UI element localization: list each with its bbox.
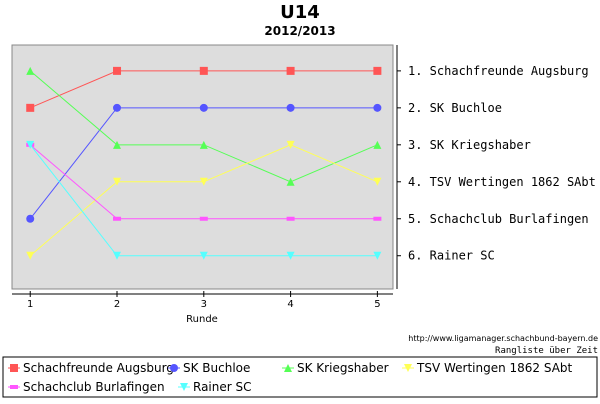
data-point — [26, 214, 35, 223]
x-tick-label: 1 — [27, 299, 33, 310]
rank-label: 4. TSV Wertingen 1862 SAbt — [408, 175, 596, 189]
chart-subtitle: 2012/2013 — [264, 24, 335, 38]
data-point — [286, 177, 295, 186]
data-point — [199, 103, 208, 112]
data-point — [199, 140, 208, 149]
data-point — [113, 177, 122, 186]
series-3 — [26, 140, 382, 260]
x-tick-label: 4 — [287, 299, 293, 310]
data-point — [373, 216, 382, 221]
data-point — [199, 66, 208, 75]
legend: Schachfreunde Augsburg SK Buchloe SK Krieg… — [8, 361, 573, 394]
legend-item-3: TSV Wertingen 1862 SAbt — [402, 361, 573, 375]
data-point — [113, 140, 122, 149]
rank-label: 1. Schachfreunde Augsburg — [408, 64, 589, 78]
footer-caption: Rangliste über Zeit — [495, 346, 598, 356]
data-point — [373, 251, 382, 260]
series-5 — [26, 140, 382, 260]
legend-marker — [10, 364, 18, 372]
legend-label: Schachfreunde Augsburg — [23, 361, 174, 375]
chart-title: U14 — [280, 2, 320, 23]
legend-marker — [180, 383, 188, 391]
legend-label: SK Kriegshaber — [297, 361, 389, 375]
legend-label: SK Buchloe — [183, 361, 250, 375]
legend-item-5: Rainer SC — [178, 380, 252, 394]
plot-area — [11, 44, 394, 290]
x-axis: 1 2 3 4 5 — [12, 291, 393, 310]
series-2 — [26, 66, 382, 186]
data-point — [373, 103, 382, 112]
data-point — [26, 140, 35, 149]
data-point — [373, 177, 382, 186]
x-tick-label: 3 — [201, 299, 207, 310]
data-point — [113, 216, 122, 221]
data-point — [26, 66, 35, 75]
legend-item-4: Schachclub Burlafingen — [8, 380, 165, 394]
legend-marker — [170, 364, 178, 372]
rank-label: 3. SK Kriegshaber — [408, 138, 531, 152]
legend-box — [2, 356, 598, 398]
legend-marker — [284, 364, 292, 372]
data-point — [113, 251, 122, 260]
footer-url: http://www.ligamanager.schachbund-bayern… — [408, 334, 598, 343]
x-tick-label: 5 — [374, 299, 380, 310]
data-point — [373, 140, 382, 149]
data-point — [286, 103, 295, 112]
data-point — [199, 177, 208, 186]
data-point — [113, 103, 122, 112]
series-layer — [26, 66, 382, 260]
legend-marker — [10, 385, 18, 389]
x-axis-label: Runde — [186, 314, 218, 325]
data-point — [113, 66, 122, 75]
legend-marker — [404, 364, 412, 372]
data-point — [199, 216, 208, 221]
legend-label: TSV Wertingen 1862 SAbt — [416, 361, 573, 375]
data-point — [286, 140, 295, 149]
rank-label: 5. Schachclub Burlafingen — [408, 212, 589, 226]
data-point — [199, 251, 208, 260]
data-point — [286, 216, 295, 221]
series-0 — [26, 66, 382, 112]
right-axis: 1. Schachfreunde Augsburg 2. SK Buchloe 3.… — [396, 45, 596, 289]
data-point — [286, 251, 295, 260]
data-point — [26, 251, 35, 260]
legend-item-2: SK Kriegshaber — [282, 361, 389, 375]
legend-label: Rainer SC — [193, 380, 252, 394]
data-point — [26, 103, 35, 112]
legend-item-1: SK Buchloe — [168, 361, 250, 375]
x-tick-label: 2 — [114, 299, 120, 310]
data-point — [373, 66, 382, 75]
series-1 — [26, 103, 382, 223]
legend-label: Schachclub Burlafingen — [23, 380, 165, 394]
rank-label: 2. SK Buchloe — [408, 101, 502, 115]
rank-label: 6. Rainer SC — [408, 249, 495, 263]
legend-item-0: Schachfreunde Augsburg — [8, 361, 174, 375]
data-point — [286, 66, 295, 75]
